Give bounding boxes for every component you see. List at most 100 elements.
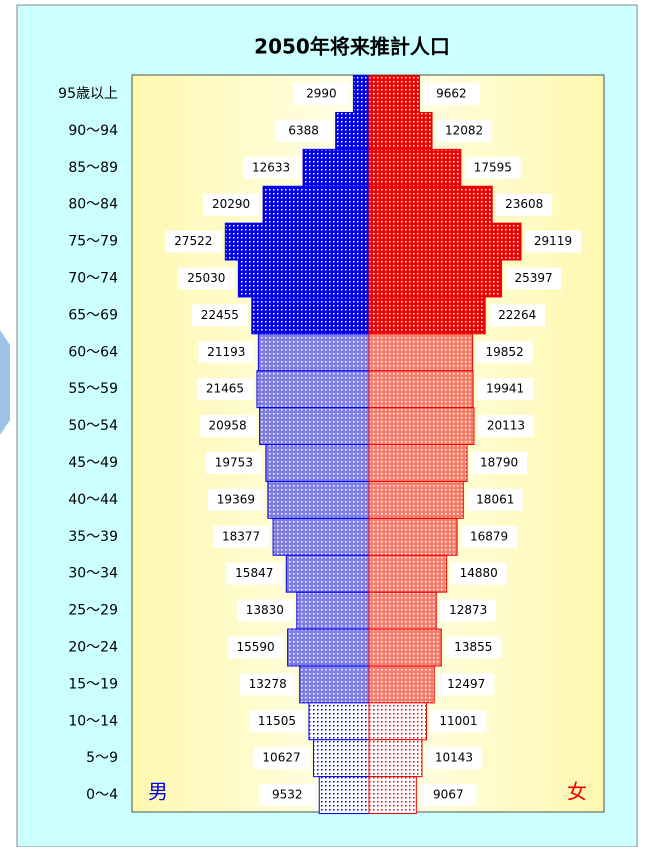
value-label-box: [226, 562, 283, 585]
category-label: 40〜44: [68, 492, 118, 508]
value-label-box: [450, 562, 507, 585]
bar: [368, 148, 462, 187]
value-label: 18790: [480, 456, 518, 470]
bar: [265, 444, 370, 482]
bar: [368, 702, 427, 741]
value-label-box: [496, 193, 553, 216]
value-label-box: [445, 636, 502, 659]
category-label: 35〜39: [68, 529, 118, 545]
value-label: 20958: [209, 419, 247, 433]
value-label: 10627: [262, 751, 300, 765]
category-label: 0〜4: [86, 787, 118, 803]
category-label: 10〜14: [68, 713, 118, 729]
value-label: 6388: [288, 123, 319, 137]
value-label: 12497: [447, 677, 485, 691]
category-label: 70〜74: [68, 271, 118, 287]
value-label: 20290: [212, 197, 250, 211]
value-label-box: [213, 525, 270, 548]
value-label: 9067: [433, 788, 464, 802]
value-label-box: [165, 230, 222, 253]
bar: [302, 148, 370, 187]
legend-label: 女: [567, 780, 587, 804]
bar: [318, 776, 370, 815]
category-label: 65〜69: [68, 307, 118, 323]
value-label-box: [430, 710, 487, 733]
category-label: 95歳以上: [58, 86, 118, 102]
value-label-box: [191, 304, 248, 327]
value-label-box: [471, 452, 528, 474]
bar: [368, 111, 433, 150]
bar: [368, 296, 486, 335]
bar: [368, 75, 420, 113]
value-label-box: [438, 673, 495, 696]
bar: [368, 370, 474, 409]
category-label: 15〜19: [68, 676, 118, 692]
bar: [368, 185, 493, 224]
value-label-box: [525, 230, 581, 253]
bar: [257, 333, 370, 372]
bar: [368, 407, 475, 446]
value-label: 25397: [514, 271, 552, 285]
value-label-box: [199, 415, 256, 438]
bar: [256, 370, 370, 409]
value-label-box: [227, 636, 284, 659]
value-label: 9532: [272, 788, 303, 802]
bar: [251, 296, 370, 335]
bar: [224, 222, 370, 261]
bar: [368, 739, 423, 778]
category-label: 5〜9: [86, 750, 118, 766]
bar: [299, 665, 370, 704]
value-label: 15590: [237, 640, 275, 654]
category-label: 90〜94: [68, 123, 118, 139]
value-label-box: [248, 710, 305, 733]
value-label: 16879: [470, 529, 508, 543]
value-label-box: [178, 267, 235, 290]
value-label: 13855: [454, 640, 492, 654]
chart-title: 2050年将来推計人口: [254, 35, 450, 59]
bar: [368, 333, 474, 372]
value-label-box: [205, 452, 262, 474]
value-label: 11001: [439, 714, 477, 728]
bar: [368, 776, 417, 815]
value-label-box: [275, 119, 332, 142]
value-label: 29119: [534, 234, 572, 248]
bar: [368, 628, 442, 667]
value-label-box: [236, 599, 293, 622]
category-label: 20〜24: [68, 640, 118, 656]
bar: [335, 111, 370, 150]
category-label: 30〜34: [68, 566, 118, 582]
value-label: 12082: [445, 123, 483, 137]
bar: [313, 739, 370, 778]
value-label-box: [196, 378, 253, 401]
bar: [352, 75, 370, 113]
value-label-box: [464, 156, 521, 179]
value-label: 11505: [258, 714, 296, 728]
value-label: 12633: [252, 160, 290, 174]
value-label-box: [207, 488, 264, 511]
category-label: 55〜59: [68, 381, 118, 397]
value-label: 22455: [201, 308, 239, 322]
value-label-box: [477, 415, 534, 438]
value-label-box: [239, 673, 296, 696]
value-label-box: [467, 488, 524, 511]
value-label: 9662: [436, 87, 467, 101]
bar: [267, 480, 370, 519]
value-label: 15847: [235, 566, 273, 580]
value-label: 25030: [187, 271, 225, 285]
value-label-box: [423, 83, 480, 105]
value-label: 22264: [498, 308, 536, 322]
bar: [287, 628, 370, 667]
value-label: 19852: [486, 345, 524, 359]
decoration: [0, 330, 10, 435]
value-label-box: [440, 599, 497, 622]
value-label: 17595: [474, 160, 512, 174]
value-label: 13830: [246, 603, 284, 617]
value-label: 27522: [174, 234, 212, 248]
value-label: 12873: [449, 603, 487, 617]
value-label-box: [425, 747, 482, 770]
value-label-box: [461, 525, 518, 548]
bar: [368, 517, 458, 556]
value-label-box: [243, 156, 300, 179]
